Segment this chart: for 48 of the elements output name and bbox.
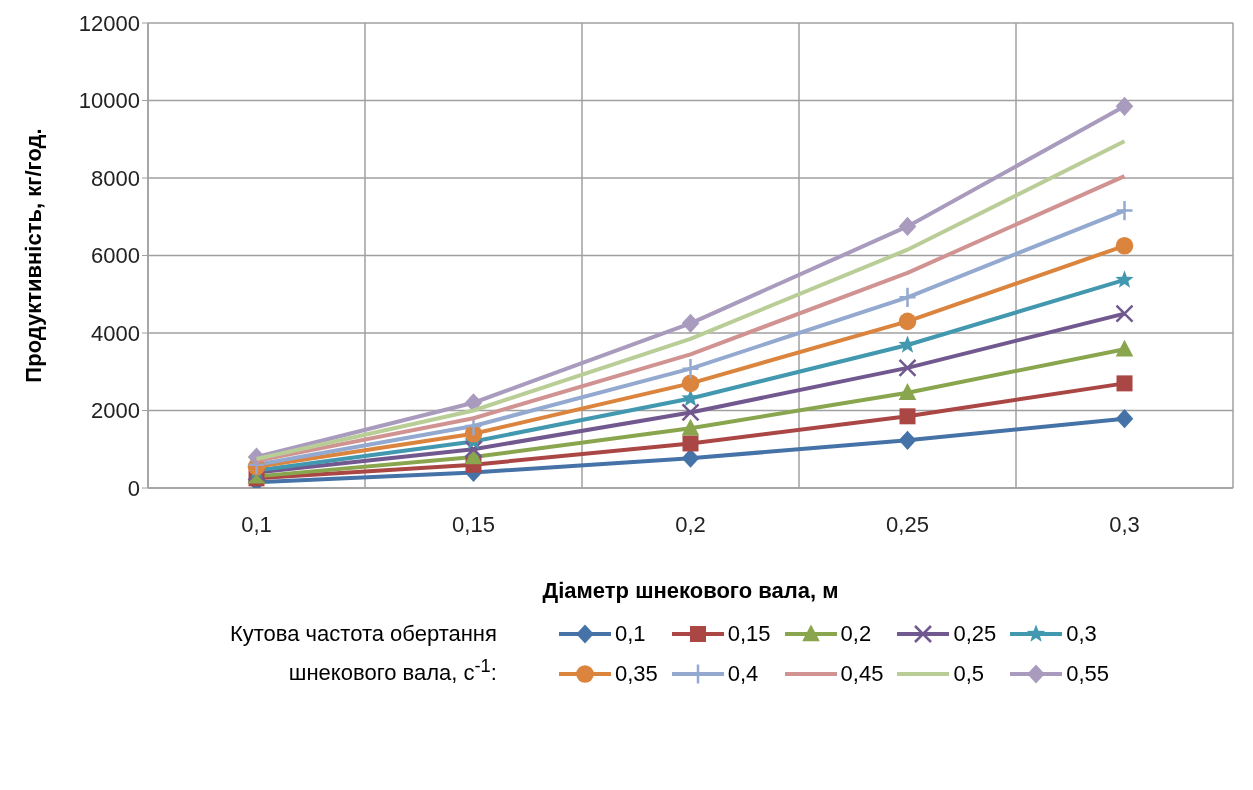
point — [1115, 304, 1134, 323]
legend-label: 0,55 — [1066, 660, 1110, 687]
y-tick-label: 10000 — [78, 88, 140, 114]
point — [898, 216, 917, 237]
x-tick-label: 0,1 — [241, 511, 272, 537]
legend-label: 0,15 — [727, 620, 771, 647]
legend-label: 0,25 — [953, 620, 997, 647]
x-tick-label: 0,15 — [452, 511, 495, 537]
legend-label: 0,1 — [614, 620, 646, 647]
point — [681, 418, 700, 436]
y-tick-label: 12000 — [78, 10, 140, 36]
x-tick-label: 0,2 — [675, 511, 706, 537]
y-tick-label: 8000 — [91, 165, 140, 191]
x-axis-title: Діаметр шнекового вала, м — [542, 578, 839, 603]
point — [681, 448, 700, 468]
point — [898, 430, 917, 450]
point — [681, 313, 700, 333]
point — [682, 435, 699, 452]
point — [464, 440, 483, 459]
point — [1115, 409, 1134, 429]
point — [1116, 375, 1133, 392]
legend-label: 0,4 — [727, 660, 759, 687]
point — [898, 358, 917, 378]
point — [1115, 199, 1134, 222]
y-tick-label: 0 — [127, 475, 140, 501]
point — [898, 286, 917, 309]
y-tick-label: 6000 — [91, 243, 140, 269]
legend-title: Кутова частота обертання шнекового вала, с$^{-1}$: — [228, 620, 497, 688]
legend-label: 0,3 — [1066, 620, 1097, 647]
point — [1115, 237, 1134, 255]
x-tick-label: 0,25 — [886, 511, 929, 537]
legend-label: 0,45 — [840, 660, 884, 687]
point — [681, 357, 700, 380]
point — [1115, 96, 1134, 116]
point — [1115, 339, 1134, 357]
point — [681, 403, 700, 422]
point — [1115, 270, 1134, 288]
legend-label: 0,2 — [840, 620, 872, 647]
y-tick-label: 4000 — [91, 320, 140, 346]
legend-label: 0,35 — [614, 660, 658, 687]
point — [899, 408, 916, 425]
legend-label: 0,5 — [953, 660, 984, 687]
y-tick-label: 2000 — [91, 398, 140, 424]
point — [681, 374, 700, 393]
x-tick-label: 0,3 — [1109, 511, 1140, 537]
point — [898, 383, 917, 400]
point — [898, 312, 917, 331]
y-axis-title: Продуктивність, кг/год. — [20, 128, 46, 383]
